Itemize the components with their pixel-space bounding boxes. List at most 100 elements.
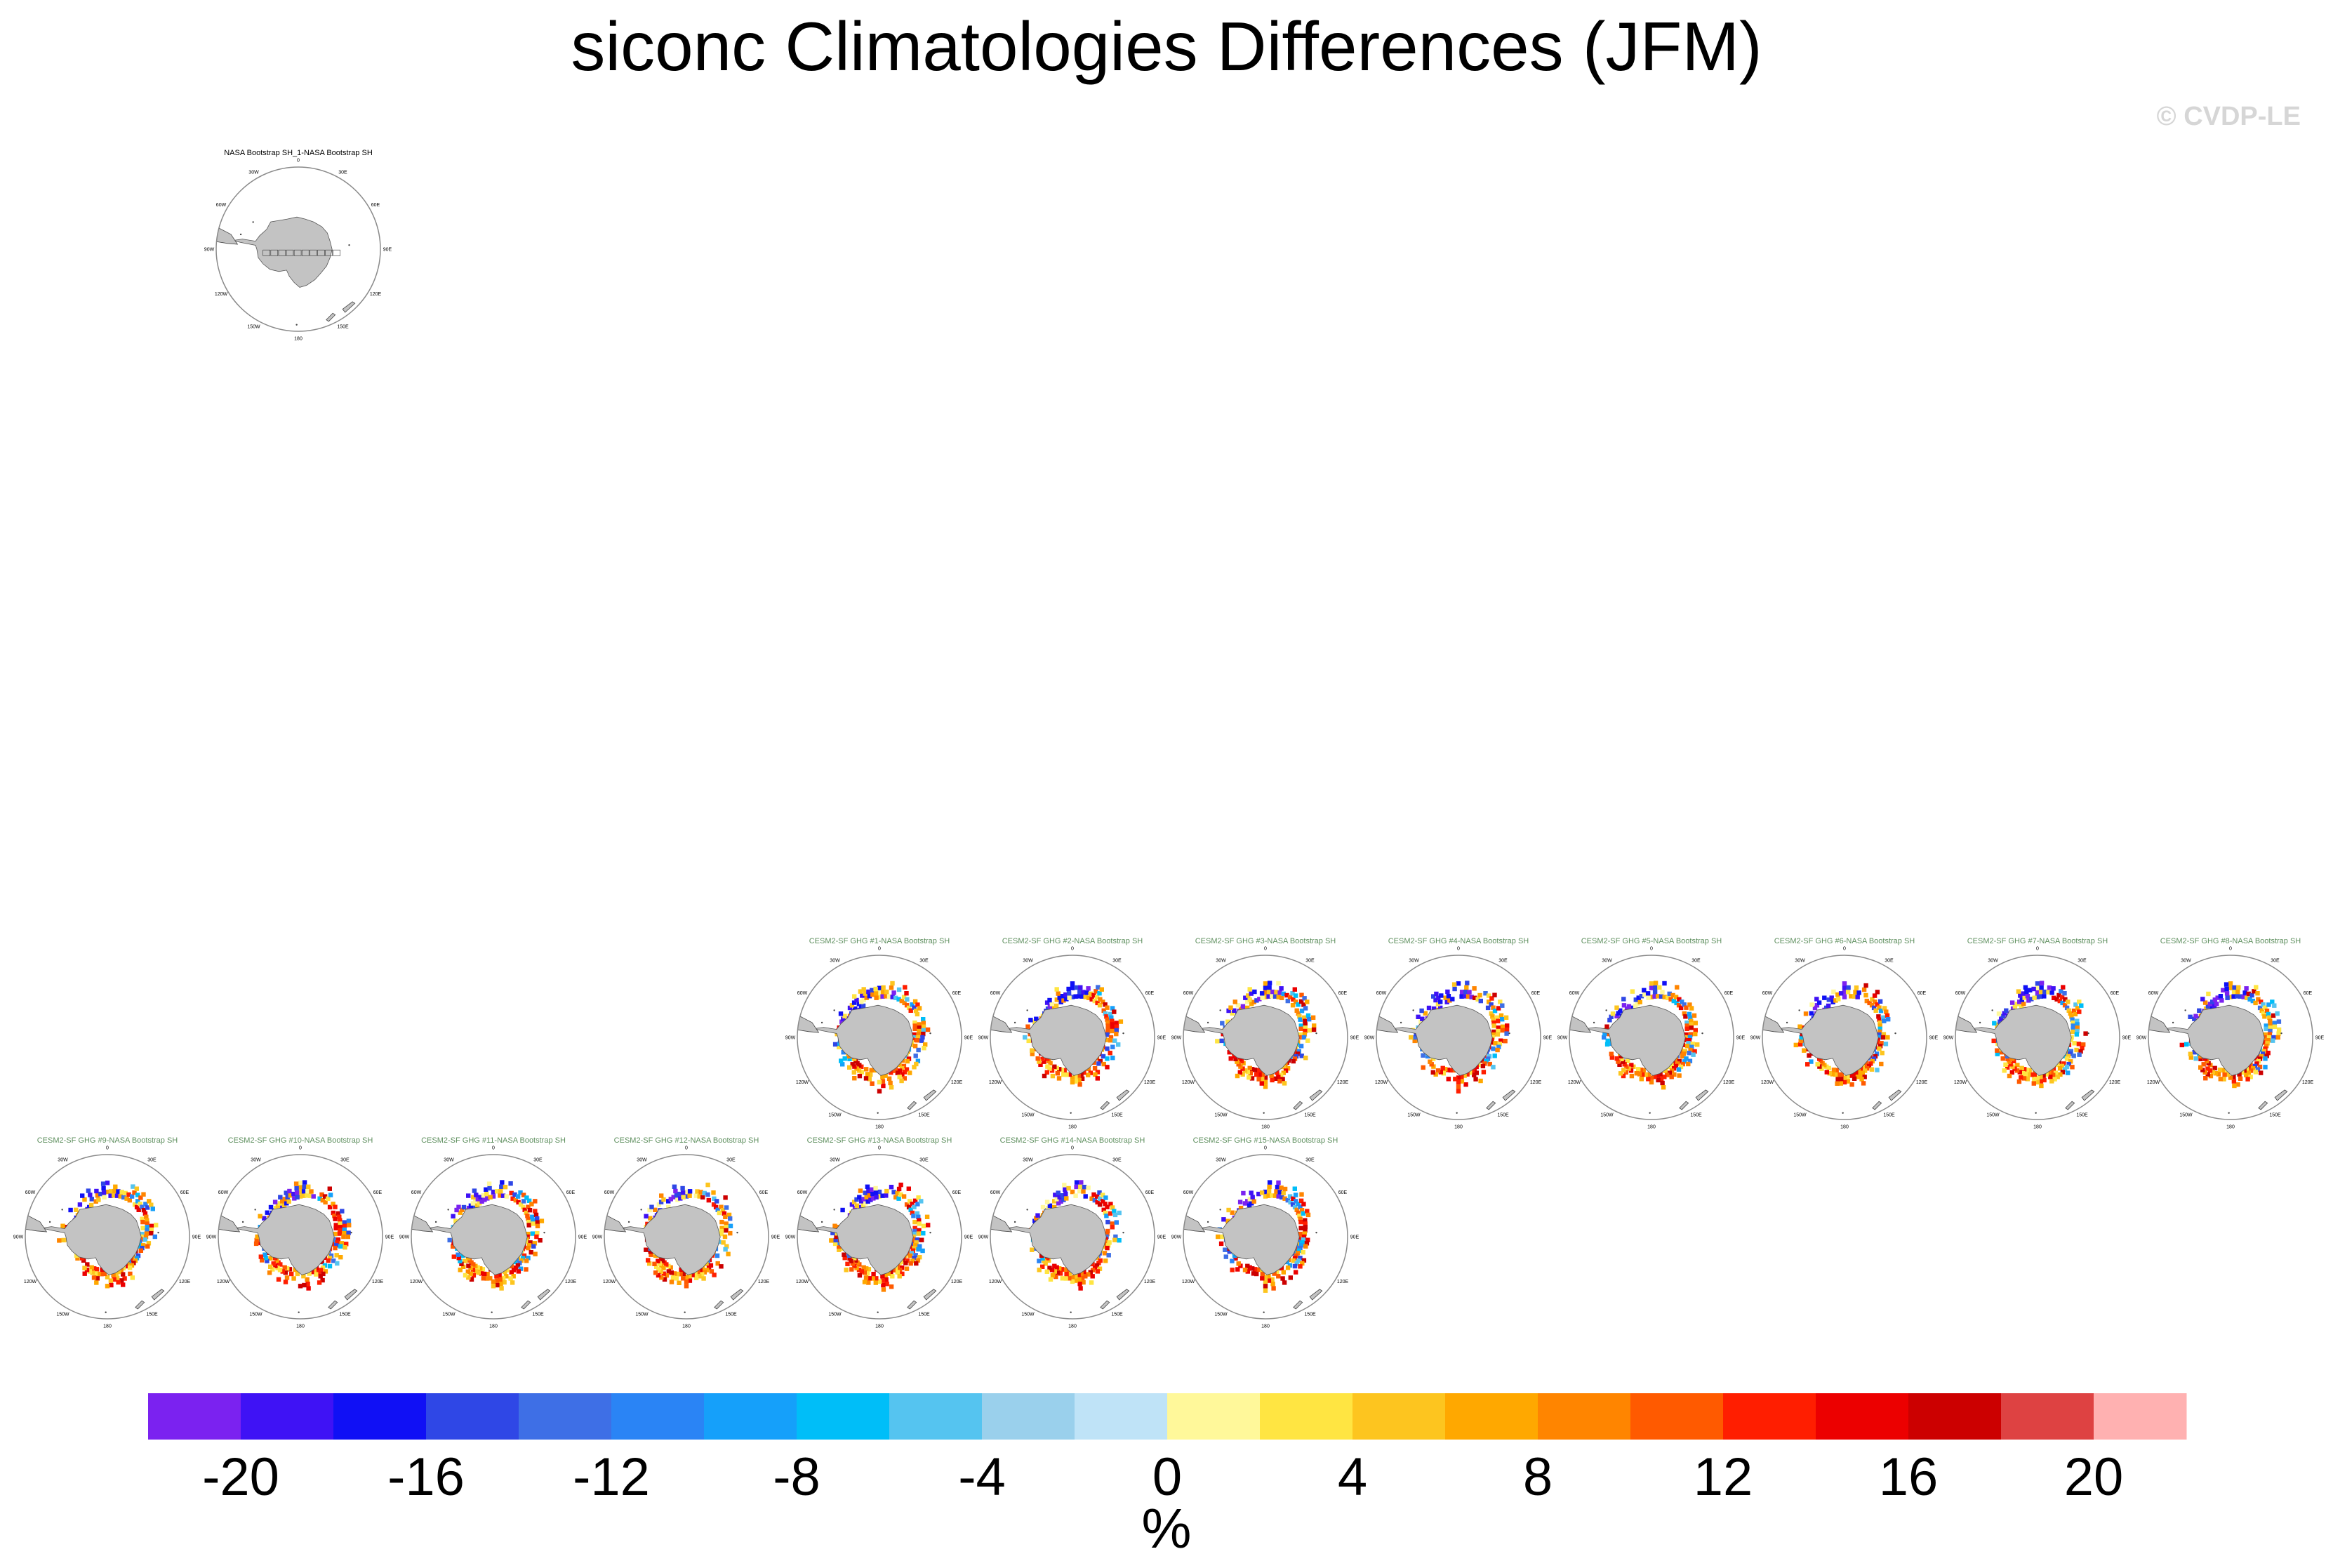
grid-cell [2242, 1068, 2247, 1073]
grid-cell [1097, 1003, 1103, 1008]
grid-cell [910, 1258, 915, 1263]
grid-cell [1614, 1014, 1619, 1018]
grid-cell [856, 1268, 862, 1273]
longitude-label: 60E [952, 991, 962, 996]
grid-cell [1419, 1008, 1424, 1014]
colorbar-tick-label: 20 [2064, 1447, 2124, 1507]
grid-cell [1077, 1282, 1082, 1287]
grid-cell [150, 1207, 155, 1211]
grid-cell [298, 1284, 303, 1289]
grid-cell [2241, 995, 2246, 999]
grid-cell [77, 1202, 83, 1207]
longitude-label: 150W [2179, 1113, 2193, 1118]
grid-cell [1094, 995, 1100, 999]
grid-cell [2029, 1072, 2034, 1077]
grid-cell [919, 1237, 924, 1242]
grid-cell [1862, 1068, 1868, 1073]
grid-cell [1877, 1032, 1882, 1037]
grid-cell [2054, 997, 2059, 1002]
grid-cell [282, 1265, 287, 1270]
grid-cell [1245, 1005, 1250, 1011]
grid-cell [1225, 1019, 1230, 1024]
grid-cell [140, 1225, 145, 1230]
grid-cell [1691, 1013, 1697, 1018]
grid-cell [904, 1266, 910, 1271]
grid-cell [343, 1245, 347, 1250]
grid-cell [2202, 1000, 2208, 1005]
grid-cell [1045, 1205, 1051, 1211]
grid-cell [1044, 1000, 1050, 1005]
grid-cell [1683, 1035, 1688, 1040]
longitude-label: 90E [964, 1036, 973, 1041]
grid-cell [908, 1199, 912, 1204]
grid-cell [1690, 1042, 1696, 1047]
island [348, 244, 350, 246]
grid-cell [1649, 995, 1654, 999]
grid-cell [1678, 1064, 1684, 1070]
grid-cell [1878, 1009, 1884, 1014]
antarctica-landmass [41, 1204, 142, 1275]
grid-cell [2235, 989, 2240, 995]
longitude-label: 90W [1171, 1036, 1182, 1041]
grid-cell [1079, 1180, 1084, 1185]
grid-cell [1655, 1073, 1660, 1078]
grid-cell [2047, 985, 2052, 990]
grid-cell [473, 1269, 478, 1274]
grid-cell [1298, 1017, 1303, 1022]
grid-cell [149, 1202, 154, 1207]
longitude-label: 30E [726, 1158, 736, 1163]
grid-cell [1817, 1056, 1822, 1061]
grid-cell [899, 1066, 905, 1071]
grid-cell [2074, 1047, 2079, 1053]
grid-cell [1879, 1061, 1884, 1067]
grid-cell [1657, 985, 1662, 990]
grid-cell [1881, 1032, 1887, 1037]
grid-cell [1048, 1277, 1053, 1282]
grid-cell [1225, 1218, 1230, 1223]
grid-cell [2213, 1071, 2218, 1076]
antarctica-landmass [1199, 1004, 1300, 1076]
grid-cell [2203, 1076, 2208, 1081]
longitude-label: 0 [685, 1146, 688, 1151]
grid-cell [2066, 1054, 2071, 1059]
grid-cell [921, 1017, 926, 1022]
grid-cell [1101, 1207, 1106, 1212]
grid-cell [1114, 1031, 1119, 1037]
grid-cell [2077, 1009, 2082, 1014]
grid-cell [2261, 1049, 2266, 1054]
grid-cell [1219, 1038, 1224, 1044]
grid-cell [477, 1201, 482, 1206]
grid-cell [2276, 1019, 2282, 1024]
grid-cell [529, 1202, 534, 1207]
grid-cell [1252, 989, 1257, 995]
grid-cell [1059, 1068, 1065, 1072]
grid-cell [1416, 1014, 1421, 1019]
grid-cell [1279, 986, 1284, 991]
longitude-label: 90E [2315, 1036, 2325, 1041]
tasmania [2065, 1101, 2075, 1110]
grid-cell [484, 1276, 489, 1281]
grid-cell [1469, 995, 1474, 999]
grid-cell [1047, 1203, 1053, 1208]
grid-cell [2010, 1056, 2015, 1061]
grid-cell [466, 1275, 471, 1280]
grid-cell [342, 1230, 347, 1236]
grid-cell [1816, 1000, 1822, 1005]
longitude-label: 60E [1338, 1190, 1348, 1195]
grid-cell [668, 1197, 673, 1202]
longitude-label: 150E [337, 325, 349, 330]
grid-cell [1830, 1072, 1835, 1077]
island [543, 1231, 545, 1234]
grid-cell-outline [317, 249, 325, 256]
grid-cell [1092, 1197, 1097, 1203]
grid-cell [2266, 1002, 2271, 1007]
grid-cell [1472, 986, 1477, 991]
grid-cell [1250, 1195, 1255, 1200]
grid-cell [1221, 1217, 1226, 1222]
grid-cell [2193, 1014, 2198, 1018]
grid-cell [1276, 1075, 1281, 1079]
map-boundary-circle [1183, 1154, 1348, 1320]
grid-cell [1237, 1070, 1242, 1075]
grid-cell [1300, 1261, 1305, 1266]
island [254, 1209, 256, 1211]
